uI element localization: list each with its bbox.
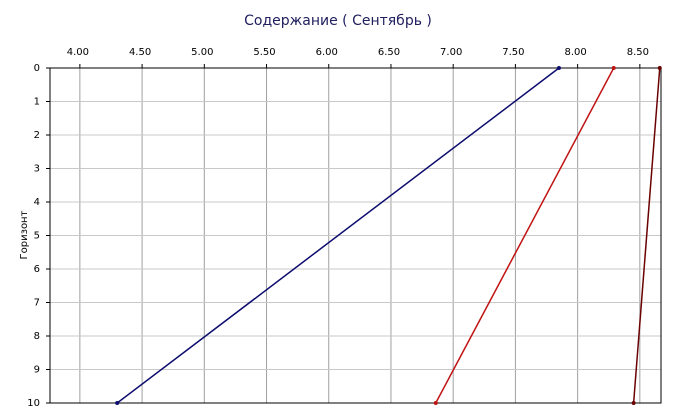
x-tick-label: 6.50 [378, 47, 400, 58]
x-tick-label: 4.50 [129, 47, 151, 58]
chart-title: Содержание ( Сентябрь ) [244, 13, 432, 29]
data-point [631, 401, 636, 405]
y-tick-label: 5 [34, 231, 40, 242]
data-point [556, 66, 561, 70]
data-line [632, 67, 661, 404]
x-tick-label: 6.00 [316, 47, 338, 58]
plot-border [49, 67, 662, 404]
y-tick-label: 2 [34, 130, 40, 141]
data-point [657, 66, 662, 70]
y-tick-label: 9 [34, 365, 40, 376]
y-tick-label: 7 [34, 298, 40, 309]
data-point [611, 66, 616, 70]
y-tick-label: 3 [34, 164, 40, 175]
y-tick-label: 0 [34, 63, 40, 74]
x-tick-label: 7.00 [440, 47, 462, 58]
x-tick-label: 5.00 [191, 47, 213, 58]
y-tick-label: 8 [34, 331, 40, 342]
x-tick-label: 8.50 [627, 47, 649, 58]
data-point [433, 401, 438, 405]
data-line [116, 67, 560, 404]
y-axis-label: Горизонт [19, 210, 30, 259]
y-tick-label: 10 [27, 398, 40, 409]
y-tick-label: 1 [34, 97, 40, 108]
x-tick-label: 4.00 [67, 47, 89, 58]
x-tick-label: 7.50 [502, 47, 524, 58]
y-tick-label: 6 [34, 264, 40, 275]
x-tick-label: 8.00 [564, 47, 586, 58]
y-tick-label: 4 [34, 197, 40, 208]
data-line [435, 67, 615, 404]
data-point [115, 401, 120, 405]
x-tick-label: 5.50 [253, 47, 275, 58]
